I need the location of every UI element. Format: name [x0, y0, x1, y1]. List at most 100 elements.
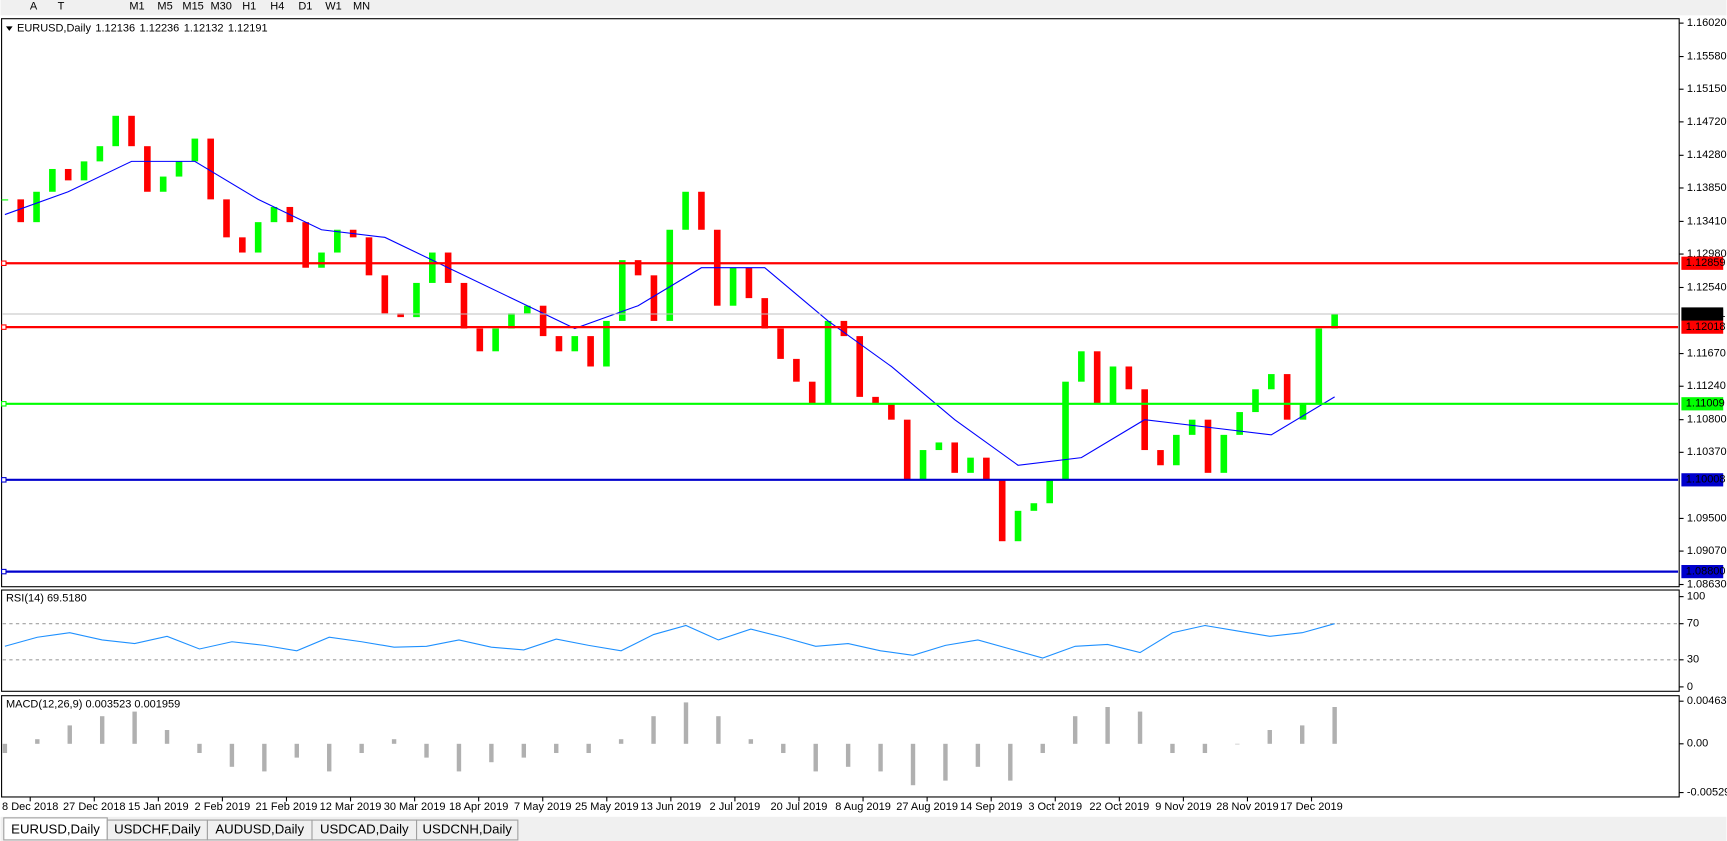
- level-handle: [1, 324, 7, 330]
- rsi-pane: [1, 589, 1680, 692]
- y-tick-label: 1.14720: [1687, 116, 1727, 128]
- timeframe-button[interactable]: D1: [298, 1, 312, 13]
- candle: [17, 199, 25, 223]
- rsi-title: RSI(14) 69.5180: [6, 593, 87, 605]
- macd-bar: [813, 743, 818, 772]
- candle: [492, 328, 499, 352]
- candle: [365, 237, 373, 276]
- macd-bar: [1300, 725, 1305, 744]
- x-tick-label: 21 Feb 2019: [256, 801, 318, 813]
- macd-bar: [1267, 730, 1272, 744]
- price-label-box: [1681, 307, 1724, 321]
- macd-bar: [456, 743, 462, 772]
- macd-bar: [67, 725, 72, 744]
- tab-label[interactable]: USDCHF,Daily: [114, 821, 201, 836]
- candle: [302, 222, 309, 268]
- tab[interactable]: [416, 819, 519, 841]
- tool-button[interactable]: T: [58, 1, 65, 13]
- macd-bar: [618, 739, 624, 744]
- macd-bar: [554, 743, 559, 754]
- x-tick-label: 13 Jun 2019: [641, 801, 702, 813]
- timeframe-button[interactable]: M15: [182, 1, 203, 13]
- level-label-box: [1681, 256, 1724, 270]
- macd-bar: [910, 743, 916, 786]
- candle: [270, 206, 278, 223]
- macd-bar: [294, 743, 299, 758]
- menu-arrow: [5, 26, 13, 31]
- macd-bar: [1105, 706, 1110, 744]
- level-handle: [1, 568, 7, 575]
- candle: [64, 168, 72, 181]
- candle: [555, 336, 563, 352]
- tab-label[interactable]: USDCAD,Daily: [320, 821, 409, 836]
- timeframe-button[interactable]: M30: [210, 1, 231, 13]
- level-label: 1.11009: [1686, 398, 1725, 410]
- level-handle: [1, 401, 7, 407]
- candle: [239, 237, 246, 253]
- moving-average: [4, 160, 1335, 466]
- tab-label[interactable]: USDCNH,Daily: [423, 821, 513, 836]
- y-tick-label: 1.09500: [1687, 512, 1727, 524]
- level-label: 1.10008: [1686, 474, 1726, 486]
- x-tick-label: 2 Feb 2019: [195, 801, 251, 813]
- candle: [983, 457, 990, 481]
- tool-button[interactable]: A: [30, 1, 38, 13]
- candle: [460, 282, 468, 329]
- candle: [1046, 480, 1053, 504]
- candle: [951, 442, 959, 473]
- x-tick-label: 7 May 2019: [514, 801, 571, 813]
- y-tick-label: -0.005299: [1687, 786, 1727, 798]
- timeframe-button[interactable]: MN: [353, 1, 370, 13]
- current-price-label: 1.12191: [1686, 308, 1726, 320]
- y-tick-label: 1.16020: [1687, 17, 1727, 29]
- macd-bar: [359, 743, 364, 754]
- timeframe-button[interactable]: M1: [129, 1, 144, 13]
- candle: [872, 396, 879, 405]
- candle: [1093, 351, 1101, 405]
- x-tick-label: 8 Aug 2019: [835, 801, 891, 813]
- candle: [1299, 404, 1307, 420]
- y-tick-label: 1.14280: [1687, 149, 1727, 161]
- candle: [1220, 434, 1228, 473]
- candle: [223, 199, 230, 238]
- macd-bar: [1040, 743, 1045, 754]
- candle: [476, 328, 484, 352]
- y-tick-label: 0.00463: [1687, 695, 1727, 707]
- level-label-box: [1681, 564, 1724, 579]
- macd-bar: [391, 739, 397, 744]
- timeframe-button[interactable]: W1: [325, 1, 341, 13]
- candle: [682, 191, 689, 230]
- candle: [666, 229, 674, 321]
- candle: [745, 267, 753, 299]
- candle: [523, 305, 531, 314]
- candle: [318, 252, 325, 268]
- rsi-line: [4, 623, 1335, 659]
- candle: [80, 161, 88, 181]
- macd-bar: [197, 743, 202, 754]
- timeframe-button[interactable]: H1: [242, 1, 256, 13]
- tab-label[interactable]: AUDUSD,Daily: [215, 821, 304, 836]
- candle: [919, 450, 927, 481]
- timeframe-button[interactable]: M5: [157, 1, 172, 13]
- macd-bar: [1235, 743, 1240, 745]
- tab-label[interactable]: EURUSD,Daily: [11, 821, 100, 836]
- macd-bar: [975, 743, 981, 767]
- x-tick-label: 20 Jul 2019: [771, 801, 828, 813]
- timeframe-button[interactable]: H4: [270, 1, 284, 13]
- chart-header: EURUSD,Daily 1.12136 1.12236 1.12132 1.12191: [17, 23, 268, 35]
- x-tick-label: 15 Jan 2019: [128, 801, 189, 813]
- candle: [334, 229, 341, 253]
- candle: [587, 336, 594, 367]
- candle: [1030, 503, 1038, 511]
- y-tick-label: 1.11240: [1687, 380, 1726, 392]
- candle: [1062, 381, 1069, 481]
- candle: [571, 336, 579, 352]
- candle: [1268, 374, 1275, 390]
- macd-bar: [781, 743, 786, 754]
- candle: [254, 222, 262, 253]
- candle: [603, 320, 610, 367]
- candle: [112, 115, 120, 147]
- macd-pane: [1, 695, 1680, 798]
- y-tick-label: 0: [1687, 681, 1693, 693]
